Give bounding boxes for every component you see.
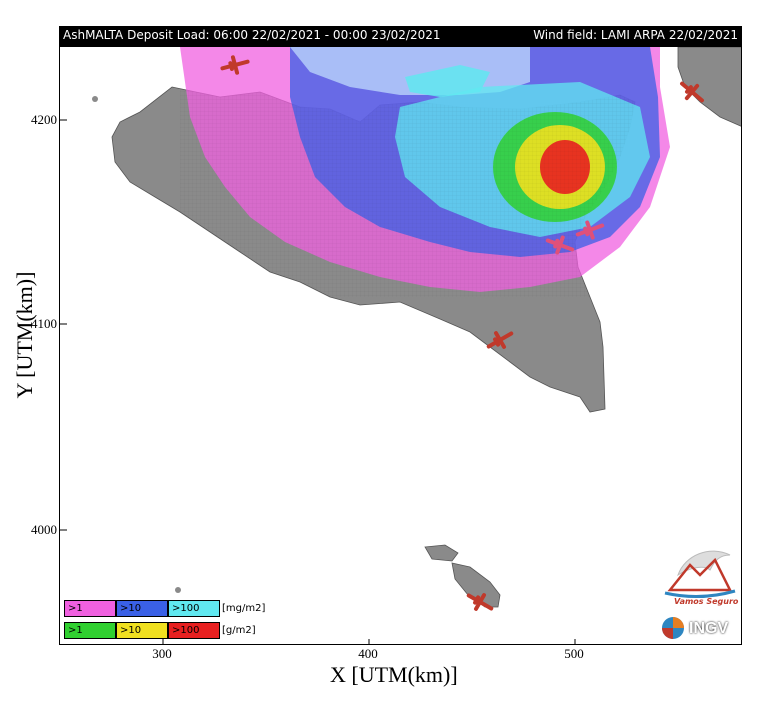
axis-ticks xyxy=(60,119,576,644)
y-tick-label: 4200 xyxy=(31,112,57,127)
gozo-island xyxy=(424,544,459,562)
calabria-landmass xyxy=(677,47,741,127)
y-axis-label: Y [UTM(km)] xyxy=(12,271,37,399)
airport-icon xyxy=(486,331,514,349)
x-axis-label: X [UTM(km)] xyxy=(330,662,458,687)
legend-cell: >1 xyxy=(64,600,116,617)
deposit-load-title: AshMALTA Deposit Load: 06:00 22/02/2021 … xyxy=(63,28,441,42)
legend-mg: >1 >10 >100 xyxy=(64,600,220,617)
legend-cell: >100 xyxy=(168,600,220,617)
x-tick-label: 500 xyxy=(564,646,584,661)
map-canvas xyxy=(60,47,741,644)
airport-icon xyxy=(545,235,575,255)
airport-icon xyxy=(466,593,494,611)
legend-cell: >1 xyxy=(64,622,116,639)
ingv-text: INGV xyxy=(689,620,729,637)
x-tick-label: 400 xyxy=(358,646,378,661)
islet xyxy=(92,96,98,102)
wind-field-title: Wind field: LAMI ARPA 22/02/2021 xyxy=(533,28,738,42)
legend-unit: [g/m2] xyxy=(222,625,256,636)
airport-icon xyxy=(220,55,250,75)
map-frame xyxy=(59,46,742,645)
legend-g: >1 >10 >100 xyxy=(64,622,220,639)
ash-plume xyxy=(180,47,670,297)
legend-cell: >100 xyxy=(168,622,220,639)
legend-unit: [mg/m2] xyxy=(222,603,266,614)
map-header: AshMALTA Deposit Load: 06:00 22/02/2021 … xyxy=(59,26,742,46)
deposit-gt100-mg-north xyxy=(405,65,490,97)
malta-island xyxy=(451,562,501,608)
airport-icon xyxy=(575,220,605,240)
vamos-seguro-logo xyxy=(664,550,736,599)
islet xyxy=(175,587,181,593)
legend-cell: >10 xyxy=(116,622,168,639)
x-tick-label: 300 xyxy=(152,646,172,661)
airport-icon xyxy=(680,81,704,103)
legend-cell: >10 xyxy=(116,600,168,617)
ingv-logo xyxy=(662,617,684,639)
y-tick-label: 4100 xyxy=(31,316,57,331)
vamos-seguro-text: Vamos Seguro xyxy=(674,597,739,606)
y-tick-label: 4000 xyxy=(31,522,57,537)
